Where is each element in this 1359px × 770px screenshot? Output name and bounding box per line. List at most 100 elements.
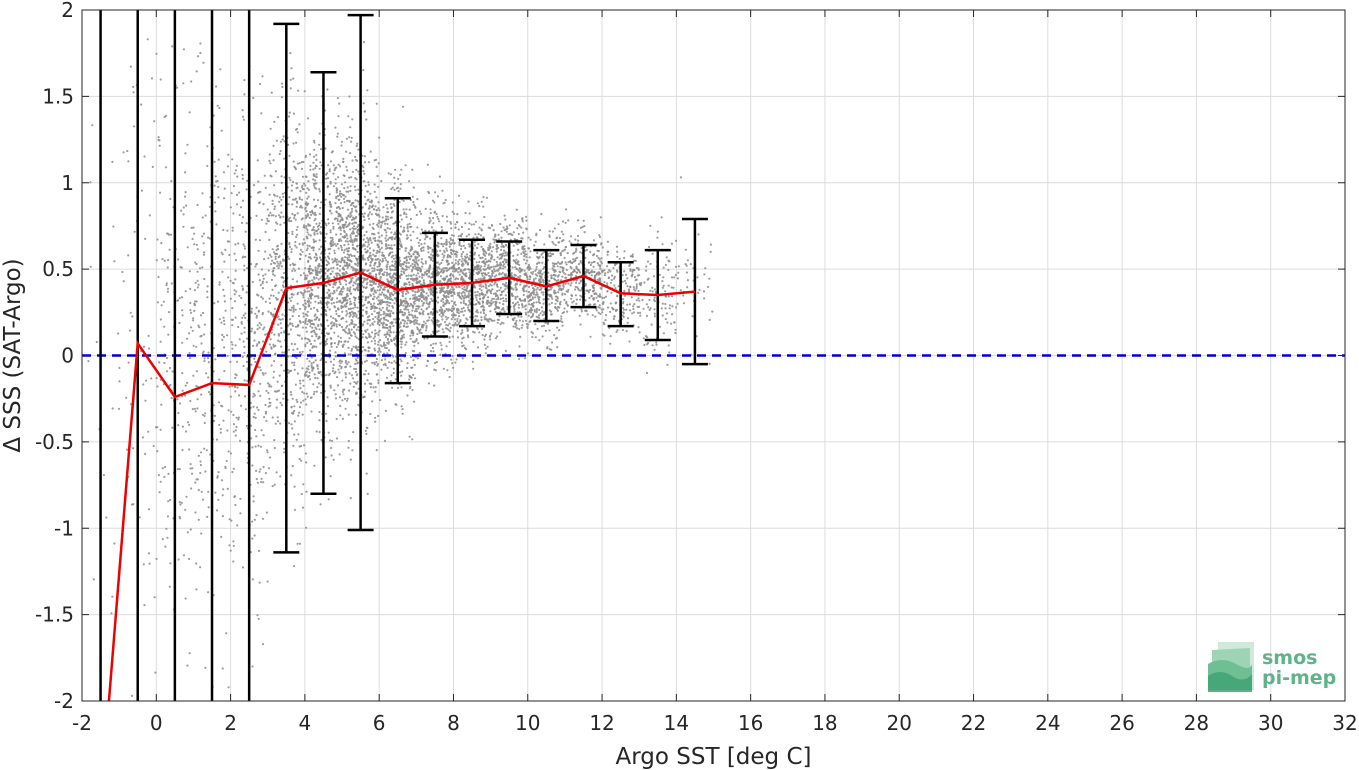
scatter-point (180, 501, 183, 504)
scatter-point (464, 274, 467, 278)
scatter-point (304, 276, 307, 279)
scatter-point (307, 214, 310, 217)
scatter-point (226, 487, 229, 490)
scatter-point (245, 291, 248, 294)
scatter-point (191, 408, 194, 411)
scatter-point (441, 253, 444, 256)
scatter-point (483, 249, 486, 252)
scatter-point (142, 383, 145, 386)
scatter-point (440, 242, 443, 245)
scatter-point (423, 298, 426, 301)
scatter-point (421, 276, 424, 279)
scatter-point (332, 317, 335, 320)
scatter-point (406, 236, 409, 239)
scatter-point (329, 229, 332, 232)
scatter-point (347, 250, 350, 253)
scatter-point (293, 409, 296, 413)
scatter-point (409, 225, 412, 229)
scatter-point (260, 112, 263, 115)
scatter-point (118, 366, 121, 369)
scatter-point (345, 137, 348, 140)
scatter-point (234, 278, 237, 281)
scatter-point (372, 323, 375, 326)
scatter-point (146, 38, 149, 41)
scatter-point (281, 318, 284, 321)
scatter-point (320, 391, 323, 394)
scatter-point (378, 348, 381, 351)
scatter-point (315, 173, 318, 176)
scatter-point (393, 188, 396, 191)
scatter-point (406, 362, 409, 365)
scatter-point (475, 271, 478, 274)
scatter-point (304, 206, 307, 209)
scatter-point (430, 253, 433, 256)
scatter-point (333, 289, 336, 292)
scatter-point (289, 52, 292, 55)
scatter-point (411, 262, 414, 266)
scatter-point (457, 235, 460, 238)
scatter-point (297, 414, 300, 417)
scatter-point (333, 169, 336, 172)
scatter-point (320, 270, 323, 273)
scatter-point (246, 267, 249, 270)
scatter-point (399, 300, 403, 303)
scatter-point (352, 431, 355, 434)
scatter-point (333, 275, 336, 279)
scatter-point (456, 277, 460, 280)
scatter-point (364, 390, 367, 393)
scatter-point (293, 485, 296, 488)
scatter-point (365, 432, 368, 435)
scatter-point (340, 367, 343, 370)
scatter-point (412, 359, 415, 362)
scatter-point (166, 290, 169, 293)
scatter-point (478, 322, 482, 325)
scatter-point (377, 315, 380, 319)
scatter-point (223, 346, 226, 349)
scatter-point (306, 323, 309, 326)
scatter-point (298, 445, 301, 448)
scatter-point (274, 215, 277, 218)
scatter-point (339, 218, 342, 222)
scatter-point (452, 316, 455, 319)
scatter-point (203, 421, 206, 425)
scatter-point (337, 198, 340, 201)
scatter-point (388, 361, 391, 364)
scatter-point (335, 206, 338, 209)
scatter-point (240, 332, 243, 335)
scatter-point (344, 373, 347, 376)
scatter-point (382, 326, 385, 329)
scatter-point (337, 163, 340, 166)
scatter-point (335, 272, 338, 275)
scatter-point (402, 333, 405, 336)
scatter-point (387, 314, 390, 317)
scatter-point (232, 540, 235, 543)
scatter-point (303, 444, 306, 447)
scatter-point (320, 296, 323, 299)
scatter-point (188, 357, 192, 360)
scatter-point (409, 334, 412, 337)
scatter-point (330, 454, 333, 457)
scatter-point (262, 277, 265, 280)
scatter-point (441, 277, 444, 280)
scatter-point (272, 370, 275, 373)
scatter-point (244, 312, 247, 315)
scatter-point (328, 349, 332, 352)
scatter-point (298, 334, 301, 337)
scatter-point (451, 362, 454, 365)
scatter-point (425, 302, 428, 305)
scatter-point (274, 221, 278, 224)
scatter-point (205, 449, 208, 452)
scatter-point (449, 272, 453, 275)
scatter-point (279, 475, 282, 478)
scatter-point (273, 483, 276, 486)
scatter-point (335, 261, 338, 264)
scatter-point (234, 503, 237, 507)
scatter-point (351, 241, 354, 244)
scatter-point (232, 467, 235, 470)
scatter-point (289, 263, 292, 267)
scatter-point (324, 240, 327, 243)
scatter-point (460, 225, 463, 229)
scatter-point (450, 234, 454, 237)
scatter-point (394, 254, 397, 257)
scatter-point (273, 274, 276, 277)
